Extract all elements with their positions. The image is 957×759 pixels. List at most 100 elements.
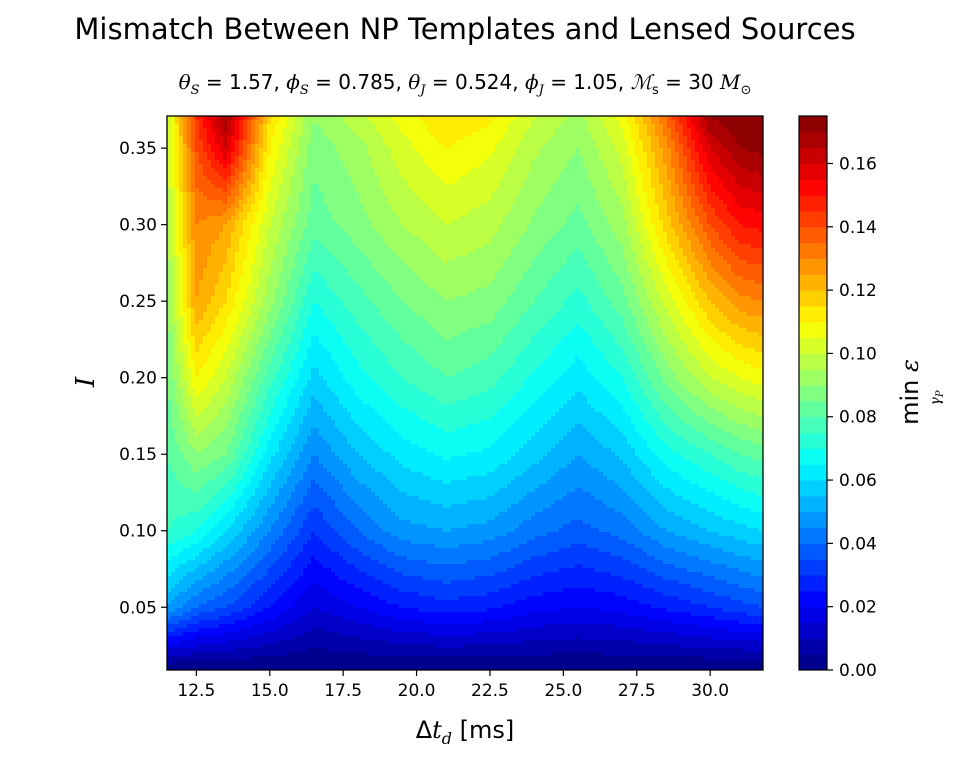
contour-cell <box>227 424 232 429</box>
contour-cell <box>291 632 296 637</box>
contour-cell <box>171 496 176 501</box>
contour-cell <box>179 192 184 197</box>
contour-cell <box>215 116 220 121</box>
contour-cell <box>195 632 200 637</box>
contour-cell <box>279 168 284 173</box>
contour-cell <box>255 224 260 229</box>
contour-cell <box>167 352 172 357</box>
contour-cell <box>259 604 264 609</box>
contour-cell <box>219 224 224 229</box>
contour-cell <box>199 616 204 621</box>
contour-cell <box>187 156 192 161</box>
contour-cell <box>203 632 208 637</box>
contour-cell <box>171 376 176 381</box>
contour-cell <box>179 332 184 337</box>
contour-cell <box>295 204 300 209</box>
contour-cell <box>199 164 204 169</box>
contour-cell <box>203 360 208 365</box>
contour-cell <box>187 360 192 365</box>
contour-cell <box>171 268 176 273</box>
contour-cell <box>227 608 232 613</box>
contour-cell <box>255 568 260 573</box>
contour-cell <box>231 292 236 297</box>
contour-cell <box>199 156 204 161</box>
contour-cell <box>283 120 288 125</box>
contour-cell <box>179 304 184 309</box>
contour-cell <box>271 588 276 593</box>
contour-cell <box>195 188 200 193</box>
contour-cell <box>171 372 176 377</box>
contour-cell <box>295 408 300 413</box>
contour-cell <box>167 376 172 381</box>
contour-cell <box>251 524 256 529</box>
contour-cell <box>275 388 280 393</box>
contour-cell <box>179 516 184 521</box>
contour-cell <box>283 492 288 497</box>
contour-cell <box>239 564 244 569</box>
contour-cell <box>291 412 296 417</box>
contour-cell <box>219 276 224 281</box>
contour-cell <box>279 632 284 637</box>
contour-cell <box>267 564 272 569</box>
contour-cell <box>219 492 224 497</box>
contour-cell <box>235 508 240 513</box>
contour-cell <box>239 384 244 389</box>
contour-cell <box>283 436 288 441</box>
contour-cell <box>275 204 280 209</box>
contour-cell <box>191 552 196 557</box>
contour-cell <box>199 372 204 377</box>
contour-cell <box>175 200 180 205</box>
contour-cell <box>267 400 272 405</box>
contour-cell <box>275 552 280 557</box>
contour-cell <box>283 372 288 377</box>
contour-cell <box>295 208 300 213</box>
contour-cell <box>243 240 248 245</box>
contour-cell <box>275 316 280 321</box>
contour-cell <box>219 176 224 181</box>
contour-cell <box>247 192 252 197</box>
contour-cell <box>255 344 260 349</box>
contour-cell <box>271 664 276 669</box>
contour-cell <box>199 496 204 501</box>
contour-cell <box>199 548 204 553</box>
contour-cell <box>243 472 248 477</box>
contour-cell <box>263 136 268 141</box>
contour-cell <box>223 368 228 373</box>
contour-cell <box>171 620 176 625</box>
contour-cell <box>247 492 252 497</box>
contour-cell <box>287 276 292 281</box>
contour-cell <box>191 572 196 577</box>
contour-cell <box>307 352 312 357</box>
contour-cell <box>187 420 192 425</box>
contour-cell <box>191 240 196 245</box>
contour-cell <box>203 212 208 217</box>
contour-cell <box>283 552 288 557</box>
contour-cell <box>211 412 216 417</box>
contour-cell <box>299 552 304 557</box>
contour-cell <box>167 584 172 589</box>
contour-cell <box>187 640 192 645</box>
contour-cell <box>271 168 276 173</box>
contour-cell <box>227 384 232 389</box>
contour-cell <box>283 228 288 233</box>
contour-cell <box>235 436 240 441</box>
contour-cell <box>263 356 268 361</box>
contour-cell <box>223 544 228 549</box>
contour-cell <box>307 184 312 189</box>
contour-cell <box>187 392 192 397</box>
contour-cell <box>291 152 296 157</box>
contour-cell <box>307 460 312 465</box>
contour-cell <box>195 576 200 581</box>
contour-cell <box>175 364 180 369</box>
contour-cell <box>307 144 312 149</box>
contour-cell <box>243 536 248 541</box>
contour-cell <box>183 604 188 609</box>
contour-cell <box>171 336 176 341</box>
contour-cell <box>271 184 276 189</box>
contour-cell <box>303 168 308 173</box>
contour-cell <box>207 496 212 501</box>
contour-cell <box>207 228 212 233</box>
contour-cell <box>175 640 180 645</box>
contour-cell <box>291 608 296 613</box>
contour-cell <box>215 428 220 433</box>
